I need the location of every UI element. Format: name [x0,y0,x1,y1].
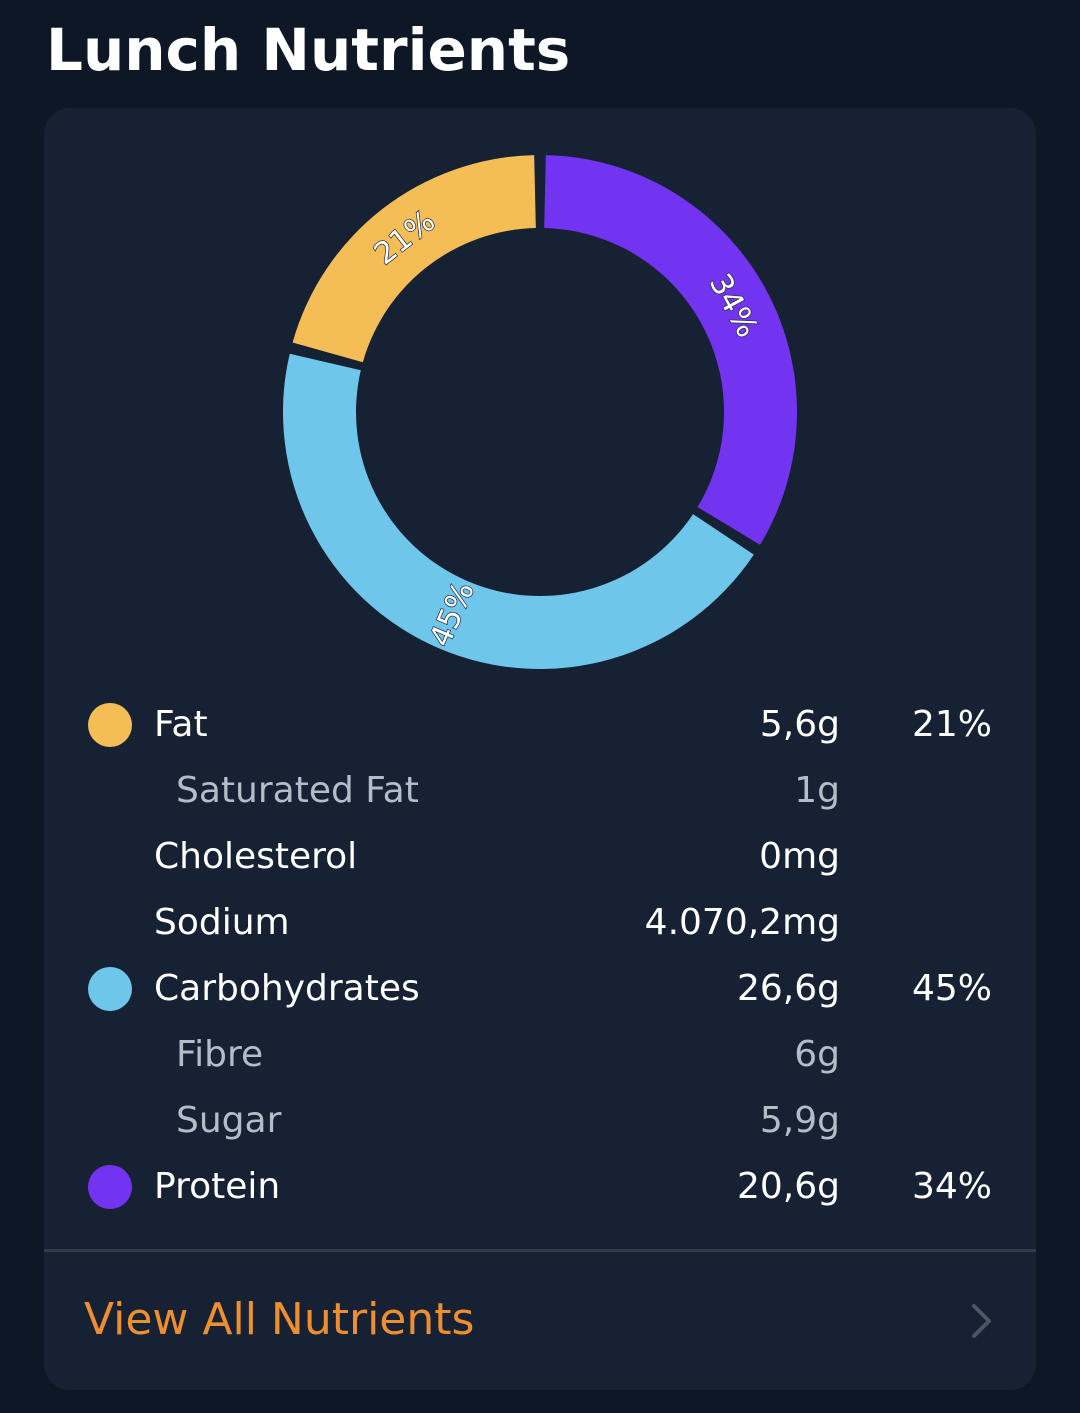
legend-dot-fat [88,703,132,747]
nutrient-row: Fibre 6g [44,1022,1036,1088]
nutrient-label: Protein [154,1166,281,1207]
nutrient-amount: 1g [794,770,840,811]
nutrient-table: Fat 5,6g 21% Saturated Fat 1g Cholesterol 0mg S… [44,692,1036,1220]
nutrients-card: 34% 45% 21% Fat 5,6g 21% Saturated Fat 1g Chole… [44,108,1036,1390]
nutrient-percent: 45% [911,968,992,1009]
nutrient-amount: 4.070,2mg [644,902,840,943]
legend-dot-carbohydrates [88,967,132,1011]
nutrient-row: Protein 20,6g 34% [44,1154,1036,1220]
nutrient-label: Cholesterol [154,836,358,877]
nutrient-amount: 6g [794,1034,840,1075]
donut-slice-protein [544,155,797,545]
nutrient-label: Sodium [154,902,290,943]
divider [44,1249,1036,1252]
donut-slice-fat [292,155,536,363]
nutrient-row: Carbohydrates 26,6g 45% [44,956,1036,1022]
nutrient-label: Carbohydrates [154,968,420,1009]
nutrient-row: Sodium 4.070,2mg [44,890,1036,956]
nutrient-amount: 5,9g [759,1100,840,1141]
nutrient-row: Cholesterol 0mg [44,824,1036,890]
legend-dot-protein [88,1165,132,1209]
macronutrient-donut-chart: 34%45%21% [283,155,797,669]
page-title: Lunch Nutrients [46,16,571,84]
nutrient-label: Fat [154,704,208,745]
nutrient-label: Fibre [176,1034,264,1075]
nutrient-row: Sugar 5,9g [44,1088,1036,1154]
donut-slice-carbohydrates [283,353,754,669]
nutrient-amount: 20,6g [736,1166,840,1207]
nutrient-percent: 34% [911,1166,992,1207]
nutrient-label: Sugar [176,1100,282,1141]
view-all-nutrients-button[interactable]: View All Nutrients [44,1252,1036,1390]
nutrient-amount: 0mg [759,836,840,877]
nutrient-row: Saturated Fat 1g [44,758,1036,824]
nutrient-amount: 5,6g [759,704,840,745]
view-all-nutrients-label: View All Nutrients [84,1294,475,1345]
chevron-right-icon [972,1304,991,1338]
nutrient-percent: 21% [911,704,992,745]
nutrient-amount: 26,6g [736,968,840,1009]
nutrient-label: Saturated Fat [176,770,419,811]
nutrient-row: Fat 5,6g 21% [44,692,1036,758]
